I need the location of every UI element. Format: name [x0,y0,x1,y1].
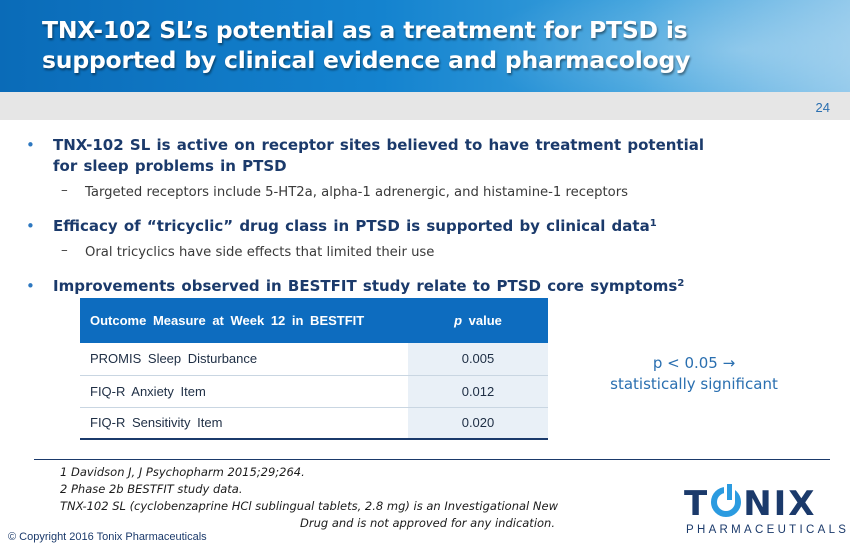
significance-note-line-2: statistically significant [610,375,778,393]
header-p-symbol: p [454,312,463,328]
table-row: FIQ-R Anxiety Item 0.012 [80,375,548,408]
tonix-logo: T NIX PHARMACEUTICALS [684,481,846,542]
outcomes-table: Outcome Measure at Week 12 in BESTFIT p … [80,298,548,440]
outcome-measure-cell: FIQ-R Anxiety Item [80,375,408,408]
footnote-1: 1 Davidson J, J Psychopharm 2015;29;264. [60,465,305,479]
footnote-ref: 1 [649,218,657,229]
footnote-2: 2 Phase 2b BESTFIT study data. [60,482,243,496]
header-p-value: p value [408,298,548,343]
logo-wordmark: T NIX [684,481,817,524]
title-bar-highlight [430,0,850,92]
footnote-ref: 2 [677,278,685,289]
bullet-dot: • [26,277,35,295]
outcome-measure-cell: FIQ-R Sensitivity Item [80,407,408,440]
header-outcome-measure: Outcome Measure at Week 12 in BESTFIT [80,298,408,343]
bullet-text-line-2: for sleep problems in PTSD [53,157,287,175]
bullet-text: Efficacy of “tricyclic” drug class in PT… [53,216,816,237]
significance-note: p < 0.05 → statistically significant [594,353,794,395]
logo-letters-left: T [684,484,710,524]
logo-letters-right: NIX [743,484,817,524]
slide-title-line-1: TNX-102 SL’s potential as a treatment fo… [42,16,688,44]
logo-subtitle: PHARMACEUTICALS [686,524,850,536]
p-value-cell: 0.012 [408,375,548,408]
table-header-row: Outcome Measure at Week 12 in BESTFIT p … [80,298,548,343]
bullet-list: • TNX-102 SL is active on receptor sites… [26,135,816,297]
bullet-text-line-1: TNX-102 SL is active on receptor sites b… [53,136,704,154]
sub-bullet-text: Targeted receptors include 5-HT2a, alpha… [85,185,629,200]
bullet-item-receptors: • TNX-102 SL is active on receptor sites… [26,135,816,202]
bullet-text: TNX-102 SL is active on receptor sites b… [53,135,816,177]
disclaimer-line-2: Drug and is not approved for any indicat… [300,516,555,530]
footnotes: 1 Davidson J, J Psychopharm 2015;29;264.… [60,464,660,532]
power-o-icon [711,481,742,517]
bullet-item-tricyclic: • Efficacy of “tricyclic” drug class in … [26,216,816,262]
header-value-label: value [462,312,502,328]
bullet-text-body: Improvements observed in BESTFIT study r… [53,277,678,295]
footer-divider [34,459,830,460]
sub-bullet-dash: – [61,242,68,258]
sub-bullet-receptors: – Targeted receptors include 5-HT2a, alp… [53,181,816,202]
sub-bullet-text: Oral tricyclics have side effects that l… [85,245,435,260]
bullet-dot: • [26,136,35,154]
sub-bullet-dash: – [61,182,68,198]
sub-bullet-tricyclic: – Oral tricyclics have side effects that… [53,241,816,262]
disclaimer-line-1: TNX-102 SL (cyclobenzaprine HCl sublingu… [60,499,558,513]
table-row: FIQ-R Sensitivity Item 0.020 [80,407,548,440]
slide-title: TNX-102 SL’s potential as a treatment fo… [42,15,802,75]
title-bar: TNX-102 SL’s potential as a treatment fo… [0,0,850,92]
significance-note-line-1: p < 0.05 → [652,354,736,372]
bullet-text: Improvements observed in BESTFIT study r… [53,276,816,297]
bullet-item-bestfit: • Improvements observed in BESTFIT study… [26,276,816,297]
outcome-measure-cell: PROMIS Sleep Disturbance [80,343,408,376]
bullet-dot: • [26,217,35,235]
bullet-text-body: Efficacy of “tricyclic” drug class in PT… [53,217,650,235]
p-value-cell: 0.005 [408,343,548,376]
copyright-notice: © Copyright 2016 Tonix Pharmaceuticals [8,531,207,543]
table-row: PROMIS Sleep Disturbance 0.005 [80,343,548,376]
sub-header-band [0,92,850,120]
p-value-cell: 0.020 [408,407,548,440]
slide-title-line-2: supported by clinical evidence and pharm… [42,46,691,74]
page-number: 24 [815,100,830,115]
